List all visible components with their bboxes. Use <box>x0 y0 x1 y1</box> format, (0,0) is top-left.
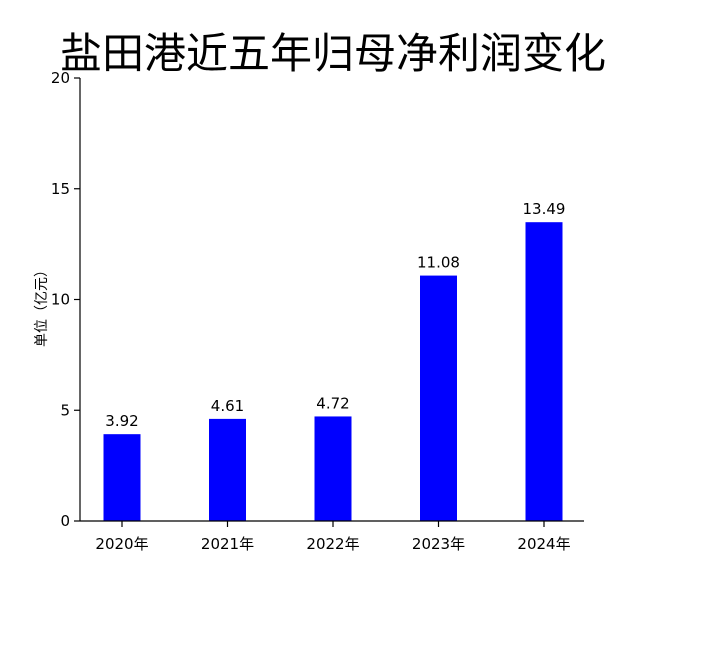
data-label: 13.49 <box>523 200 566 218</box>
y-tick-label: 20 <box>51 69 70 87</box>
bar <box>525 222 563 521</box>
chart-title: 盐田港近五年归母净利润变化 <box>60 29 606 78</box>
data-label: 3.92 <box>105 412 138 430</box>
bar <box>103 434 141 521</box>
bar <box>420 275 457 521</box>
data-label: 4.72 <box>316 394 349 412</box>
data-label: 4.61 <box>211 397 244 415</box>
x-tick-label: 2023年 <box>412 535 465 553</box>
y-tick-label: 15 <box>51 180 70 198</box>
x-tick-label: 2021年 <box>201 535 254 553</box>
x-tick-label: 2024年 <box>517 535 570 553</box>
y-tick-label: 5 <box>60 401 70 419</box>
data-label: 11.08 <box>417 254 460 272</box>
y-tick-label: 0 <box>60 512 70 530</box>
bar <box>209 418 246 521</box>
x-tick-label: 2020年 <box>95 535 148 553</box>
y-axis-label: 单位（亿元） <box>34 263 50 347</box>
plot-area: 0 5 10 15 20 2020年 3.92 2021年 4.61 2022年 4.72 2023年… <box>51 69 571 553</box>
x-tick-label: 2022年 <box>306 535 359 553</box>
y-tick-label: 10 <box>51 291 70 309</box>
bar <box>314 416 352 521</box>
